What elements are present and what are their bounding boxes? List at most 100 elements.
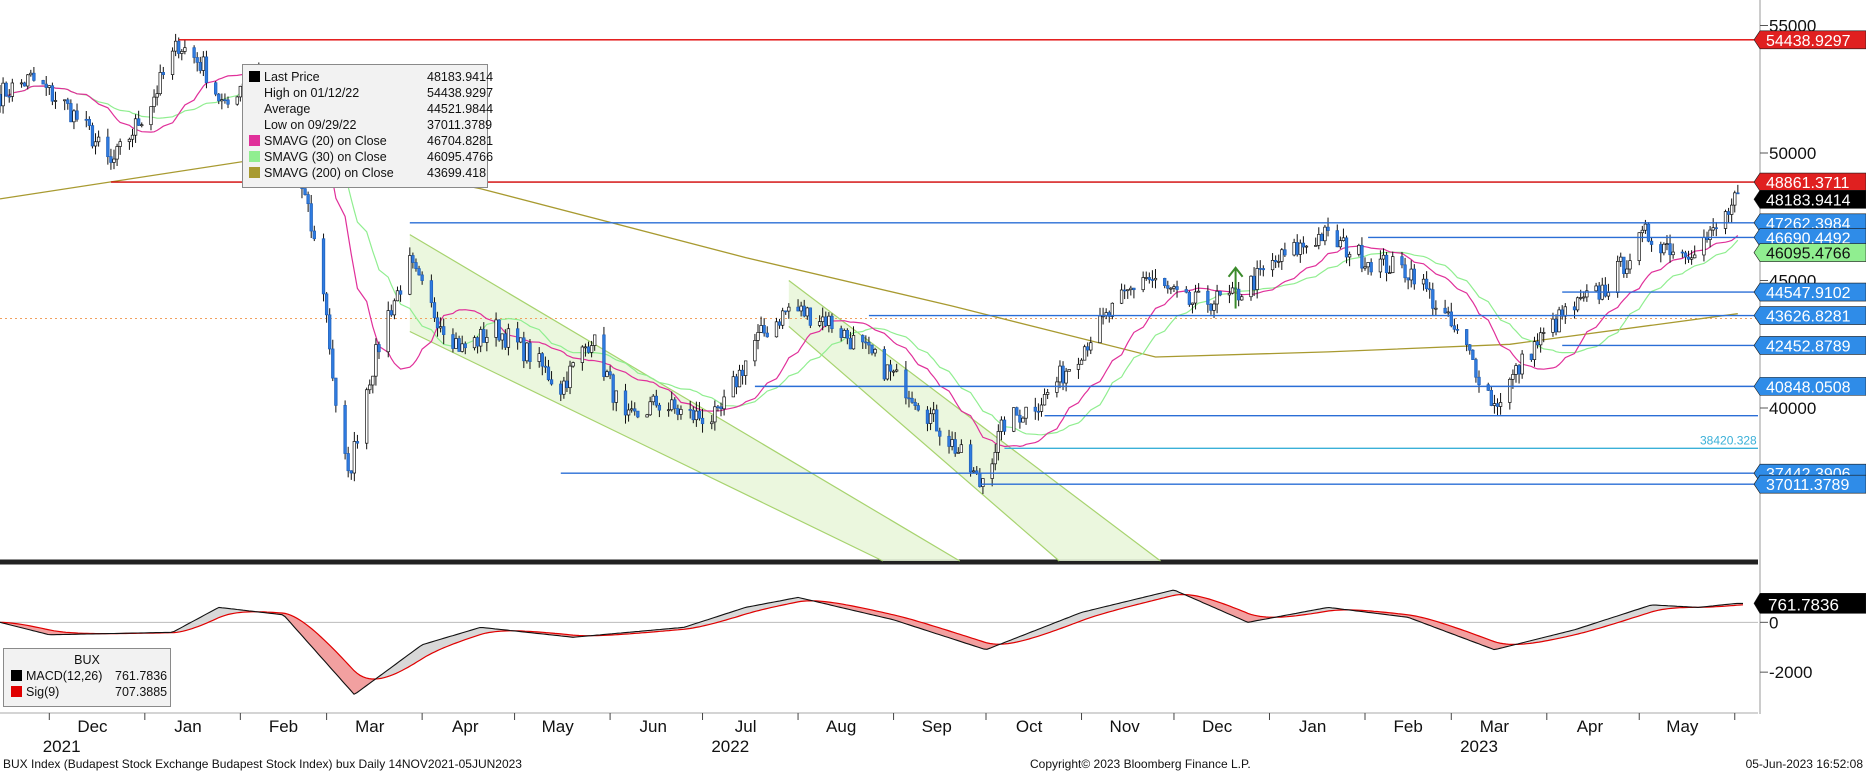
candle-body bbox=[112, 158, 116, 163]
candle-body bbox=[1196, 290, 1201, 293]
candle-body bbox=[1144, 277, 1148, 279]
macd-histogram-band bbox=[1563, 631, 1566, 638]
candle-body bbox=[1039, 404, 1044, 412]
candle-body bbox=[848, 337, 853, 350]
candle-body bbox=[895, 369, 899, 372]
candle-body bbox=[1369, 262, 1373, 273]
macd-histogram-band bbox=[198, 616, 201, 627]
macd-histogram-band bbox=[981, 641, 984, 650]
macd-histogram-band bbox=[441, 638, 444, 649]
macd-histogram-band bbox=[921, 622, 924, 630]
macd-histogram-band bbox=[1134, 598, 1137, 606]
macd-histogram-band bbox=[777, 600, 780, 607]
candle-body bbox=[626, 409, 631, 416]
macd-histogram-band bbox=[357, 673, 360, 693]
macd-histogram-band bbox=[489, 628, 492, 633]
legend-sma30: SMAVG (30) on Close 46095.4766 bbox=[249, 149, 493, 165]
macd-histogram-band bbox=[324, 639, 327, 664]
macd-histogram-band bbox=[1062, 618, 1065, 628]
legend-macd-value: 761.7836 bbox=[115, 669, 168, 683]
macd-histogram-band bbox=[1023, 634, 1026, 641]
low-marker-icon bbox=[249, 119, 260, 130]
macd-histogram-band bbox=[1107, 605, 1110, 613]
candle-body bbox=[1542, 332, 1546, 334]
macd-histogram-band bbox=[462, 631, 465, 641]
candle-body bbox=[1206, 290, 1210, 305]
macd-histogram-band bbox=[426, 642, 429, 657]
candle-body bbox=[1471, 349, 1475, 360]
candle-body bbox=[1347, 253, 1352, 258]
candle-body bbox=[1015, 407, 1019, 416]
macd-histogram-band bbox=[765, 603, 768, 610]
candle-body bbox=[1252, 275, 1256, 290]
legend-macd-label: MACD(12,26) bbox=[26, 669, 103, 683]
candle-body bbox=[1089, 342, 1093, 351]
candle-body bbox=[972, 470, 976, 473]
macd-histogram-band bbox=[369, 678, 372, 684]
macd-histogram-band bbox=[699, 621, 702, 627]
candle-body bbox=[1036, 410, 1041, 413]
macd-histogram-band bbox=[1161, 592, 1164, 599]
macd-histogram-band bbox=[1545, 636, 1548, 642]
macd-histogram-band bbox=[732, 610, 735, 619]
macd-histogram-band bbox=[363, 676, 366, 689]
candle-body bbox=[438, 326, 443, 329]
candle-body bbox=[516, 328, 520, 343]
candle-body bbox=[223, 99, 227, 102]
macd-histogram-band bbox=[1215, 600, 1218, 610]
price-tag bbox=[1753, 243, 1866, 262]
candle-body bbox=[1150, 279, 1155, 281]
macd-histogram-band bbox=[1221, 602, 1224, 612]
macd-histogram-band bbox=[873, 610, 876, 616]
macd-histogram-band bbox=[1617, 615, 1620, 623]
candle-body bbox=[1575, 297, 1580, 311]
macd-histogram-band bbox=[474, 628, 477, 637]
macd-histogram-band bbox=[978, 640, 981, 649]
macd-histogram-band bbox=[297, 618, 300, 634]
candle-body bbox=[1400, 256, 1404, 266]
candle-body bbox=[688, 409, 692, 411]
candle-body bbox=[349, 470, 353, 474]
macd-histogram-band bbox=[753, 605, 756, 613]
macd-histogram-band bbox=[798, 597, 801, 602]
candle-body bbox=[928, 413, 933, 424]
macd-histogram-band bbox=[1248, 613, 1251, 623]
macd-histogram-band bbox=[1566, 631, 1569, 637]
candle-body bbox=[1517, 365, 1521, 375]
level-price-label: 54438.9297 bbox=[1766, 33, 1851, 50]
candle-body bbox=[217, 93, 221, 102]
macd-histogram-band bbox=[360, 675, 363, 691]
candle-body bbox=[679, 409, 683, 415]
x-month-label: Dec bbox=[77, 717, 108, 736]
macd-histogram-band bbox=[1218, 601, 1221, 611]
candle-body bbox=[891, 370, 896, 373]
macd-histogram-band bbox=[759, 604, 762, 611]
macd-histogram-band bbox=[459, 632, 462, 642]
macd-histogram-band bbox=[867, 608, 870, 615]
candle-body bbox=[343, 405, 347, 454]
legend-sma20-label: SMAVG (20) on Close bbox=[264, 134, 387, 148]
candle-body bbox=[161, 72, 165, 75]
candle-body bbox=[1326, 226, 1330, 231]
candle-body bbox=[867, 342, 871, 346]
candle-body bbox=[1045, 392, 1050, 395]
macd-histogram-band bbox=[1140, 597, 1143, 604]
macd-histogram-band bbox=[1590, 623, 1593, 631]
x-month-label: Jan bbox=[1299, 717, 1326, 736]
macd-histogram-band bbox=[852, 605, 855, 611]
candle-body bbox=[546, 366, 551, 381]
candle-body bbox=[1640, 229, 1644, 234]
candle-body bbox=[845, 330, 849, 339]
candle-body bbox=[565, 380, 569, 389]
macd-histogram-band bbox=[972, 638, 975, 647]
macd-histogram-band bbox=[1101, 606, 1104, 615]
candle-body bbox=[1227, 292, 1232, 296]
macd-histogram-band bbox=[1440, 622, 1443, 631]
macd-histogram-band bbox=[1029, 631, 1032, 640]
legend-sig: Sig(9) 707.3885 bbox=[11, 684, 170, 700]
macd-histogram-band bbox=[1035, 629, 1038, 638]
candle-body bbox=[1557, 309, 1561, 333]
candle-body bbox=[1304, 245, 1309, 248]
macd-tick-label: -2000 bbox=[1769, 663, 1812, 682]
macd-line bbox=[0, 589, 1743, 695]
